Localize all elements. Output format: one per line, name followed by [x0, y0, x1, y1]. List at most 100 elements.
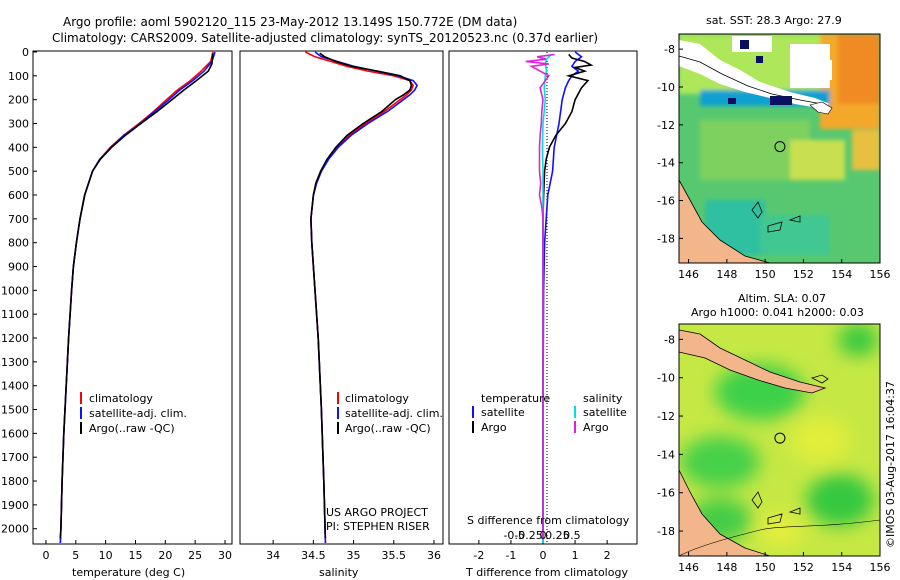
- s-difference-tick-label: -0.5: [503, 529, 524, 542]
- lat-tick-label: -16: [657, 487, 675, 500]
- difference-tick-label: -1: [505, 549, 516, 562]
- depth-tick-label: 600: [8, 189, 29, 202]
- sla-map-image: [679, 324, 880, 556]
- sla-map-title: Altim. SLA: 0.07: [738, 292, 826, 305]
- legend-title-temperature: temperature: [481, 392, 550, 405]
- lat-tick-label: -12: [657, 119, 675, 132]
- sla-coral-outline: [679, 519, 880, 556]
- difference-tick-label: 0: [540, 549, 547, 562]
- sla-green-2: [680, 436, 760, 488]
- sst-argo-marker: [774, 141, 786, 153]
- sst-warm-east2: [838, 34, 880, 104]
- lat-tick-label: -16: [657, 195, 675, 208]
- lon-tick-label: 154: [831, 561, 852, 574]
- lon-tick-label: 146: [678, 268, 699, 281]
- depth-tick-label: 1600: [1, 427, 29, 440]
- lon-tick-label: 146: [678, 561, 699, 574]
- legend-label-satellite: satellite-adj. clim.: [89, 407, 187, 420]
- s-difference-tick-label: 0: [540, 529, 547, 542]
- difference-series: [525, 51, 594, 543]
- legend-label-s-argo: Argo: [583, 421, 609, 434]
- salinity-tick-label: 36: [427, 549, 441, 562]
- sst-missing-1: [732, 36, 772, 52]
- lon-tick-label: 150: [755, 561, 776, 574]
- temperature-tick-label: 15: [128, 549, 142, 562]
- salinity-tick-label: 34.5: [301, 549, 326, 562]
- difference-tick-label: 2: [604, 549, 611, 562]
- temperature-series: [59, 51, 216, 544]
- salinity-panel: 34 34.5 35 35.5 36 salinity climatology sate…: [239, 50, 444, 579]
- depth-tick-label: 100: [8, 70, 29, 83]
- lat-tick-label: -8: [664, 43, 675, 56]
- difference-x-axis: -2 -1 0 1 2: [473, 540, 611, 562]
- depth-tick-label: 200: [8, 94, 29, 107]
- depth-tick-label: 400: [8, 141, 29, 154]
- depth-tick-label: 1100: [1, 308, 29, 321]
- salinity-line-2: [310, 52, 413, 539]
- difference-line-3: [525, 53, 555, 539]
- difference-tick-label: 1: [572, 549, 579, 562]
- depth-axis: 0 100 200 300 400 500 600 700 800 900 1000 1100 1200…: [1, 46, 37, 536]
- sla-land-aus: [679, 469, 771, 556]
- depth-tick-label: 1300: [1, 356, 29, 369]
- depth-tick-label: 700: [8, 213, 29, 226]
- lon-tick-label: 148: [716, 561, 737, 574]
- sst-map-title: sat. SST: 28.3 Argo: 27.9: [706, 14, 842, 27]
- sla-green-3: [806, 474, 874, 526]
- salinity-tick-label: 34: [266, 549, 280, 562]
- lon-tick-label: 156: [870, 561, 891, 574]
- lon-tick-label: 154: [831, 268, 852, 281]
- header-line-2: Climatology: CARS2009. Satellite-adjuste…: [52, 31, 598, 45]
- sst-map-frame: [678, 33, 881, 264]
- sst-navy-1: [740, 40, 749, 49]
- sla-argo-marker: [774, 432, 786, 444]
- sla-map-frame: [678, 323, 881, 557]
- imos-credit: ©IMOS 03-Aug-2017 16:04:37: [884, 381, 897, 548]
- lat-tick-label: -14: [657, 448, 675, 461]
- sst-coast-extra: [809, 101, 833, 115]
- temperature-tick-label: 30: [218, 549, 232, 562]
- salinity-axes: [239, 50, 444, 545]
- project-label: US ARGO PROJECT: [326, 506, 428, 519]
- lat-tick-label: -12: [657, 410, 675, 423]
- salinity-tick-label: 35: [347, 549, 361, 562]
- lon-tick-label: 152: [793, 268, 814, 281]
- difference-legend: temperature salinity satellite Argo sate…: [472, 392, 627, 434]
- sst-hot-patch: [852, 130, 880, 170]
- legend-label-argo: Argo(..raw -QC): [345, 422, 431, 435]
- lon-tick-label: 150: [755, 268, 776, 281]
- sla-land-png: [679, 329, 827, 394]
- sla-map-subtitle: Argo h1000: 0.041 h2000: 0.03: [691, 306, 864, 319]
- sst-land-png-coast: [679, 55, 823, 105]
- lon-tick-label: 148: [716, 268, 737, 281]
- legend-label-satellite: satellite-adj. clim.: [345, 407, 443, 420]
- sla-map-axes: 146 148 150 152 154 156 -8 -10 -12 -14 -16 -18: [657, 333, 890, 574]
- sst-map-image: [679, 34, 880, 263]
- legend-title-salinity: salinity: [583, 392, 623, 405]
- temperature-axes: [32, 50, 233, 545]
- sla-map-panel: Altim. SLA: 0.07 Argo h1000: 0.041 h2000…: [657, 292, 890, 574]
- legend-label-climatology: climatology: [345, 392, 409, 405]
- sst-land-png: [679, 40, 830, 108]
- lat-tick-label: -18: [657, 525, 675, 538]
- salinity-x-axis: 34 34.5 35 35.5 36: [266, 540, 441, 562]
- legend-label-argo: Argo(..raw -QC): [89, 422, 175, 435]
- temperature-tick-label: 10: [99, 549, 113, 562]
- temperature-tick-label: 5: [72, 549, 79, 562]
- depth-tick-label: 1800: [1, 475, 29, 488]
- sst-reef-1: [751, 201, 801, 233]
- depth-tick-label: 1000: [1, 284, 29, 297]
- pi-label: PI: STEPHEN RISER: [326, 520, 430, 533]
- lon-tick-label: 152: [793, 561, 814, 574]
- header-line-1: Argo profile: aoml 5902120_115 23-May-20…: [63, 15, 517, 29]
- sla-yellow-1: [790, 418, 850, 462]
- s-difference-tick-label: -0.25: [514, 529, 542, 542]
- t-difference-label: T difference from climatology: [465, 566, 628, 579]
- lon-tick-label: 156: [870, 268, 891, 281]
- temperature-legend: climatology satellite-adj. clim. Argo(..…: [80, 392, 187, 435]
- sst-cool-south2: [760, 215, 830, 255]
- lat-tick-label: -8: [664, 333, 675, 346]
- depth-tick-label: 800: [8, 237, 29, 250]
- sst-map-axes: 146 148 150 152 154 156 -8 -10 -12 -14 -16 -18: [657, 43, 890, 281]
